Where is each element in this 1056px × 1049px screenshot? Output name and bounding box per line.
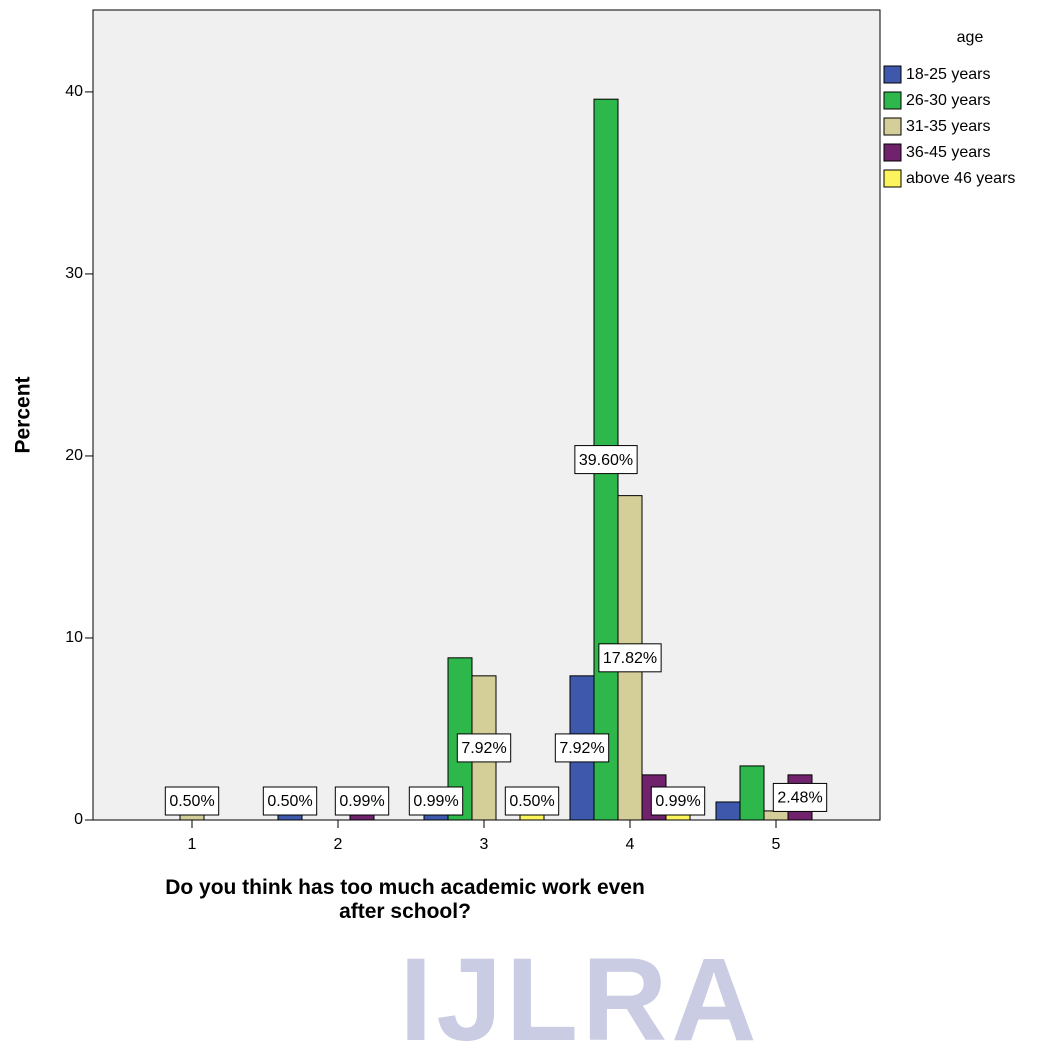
value-label-box <box>334 786 390 816</box>
value-label: 0.99% <box>655 793 700 810</box>
bar <box>763 810 789 821</box>
legend-title: age <box>957 29 984 46</box>
value-label: 7.92% <box>559 740 604 757</box>
value-label: 2.48% <box>777 790 822 807</box>
value-label-box <box>554 733 610 763</box>
value-label: 0.99% <box>339 793 384 810</box>
value-label: 0.99% <box>413 793 458 810</box>
legend-label: 18-25 years <box>906 66 991 83</box>
legend-swatch <box>883 65 902 84</box>
value-label-box <box>408 786 464 816</box>
legend-label: 31-35 years <box>906 118 991 135</box>
x-tick-label: 3 <box>480 836 489 853</box>
bar <box>715 801 741 821</box>
legend-swatch <box>883 169 902 188</box>
x-axis-title: Do you think has too much academic work … <box>165 876 645 923</box>
value-label-box <box>504 786 560 816</box>
value-label: 0.50% <box>267 793 312 810</box>
value-label-box <box>598 643 662 673</box>
bar <box>739 765 765 821</box>
x-tick-label: 1 <box>188 836 197 853</box>
legend-label: 26-30 years <box>906 92 991 109</box>
x-tick-label: 5 <box>772 836 781 853</box>
y-tick-label: 20 <box>65 447 83 464</box>
value-label: 39.60% <box>579 452 633 469</box>
y-tick-label: 30 <box>65 265 83 282</box>
legend-swatch <box>883 91 902 110</box>
value-label-box <box>772 782 828 812</box>
watermark: IJLRA <box>399 934 761 1049</box>
value-label-box <box>650 786 706 816</box>
x-tick-label: 2 <box>334 836 343 853</box>
y-tick-label: 0 <box>74 811 83 828</box>
value-label-box <box>262 786 318 816</box>
legend-label: 36-45 years <box>906 144 991 161</box>
value-label-box <box>574 445 638 475</box>
value-label: 0.50% <box>509 793 554 810</box>
value-label-box <box>456 733 512 763</box>
x-tick-label: 4 <box>626 836 635 853</box>
value-label: 7.92% <box>461 740 506 757</box>
value-label: 17.82% <box>603 650 657 667</box>
value-label: 0.50% <box>169 793 214 810</box>
legend-swatch <box>883 143 902 162</box>
y-tick-label: 40 <box>65 83 83 100</box>
legend-label: above 46 years <box>906 170 1015 187</box>
y-tick-label: 10 <box>65 629 83 646</box>
value-label-box <box>164 786 220 816</box>
legend-swatch <box>883 117 902 136</box>
y-axis-title: Percent <box>12 376 35 453</box>
